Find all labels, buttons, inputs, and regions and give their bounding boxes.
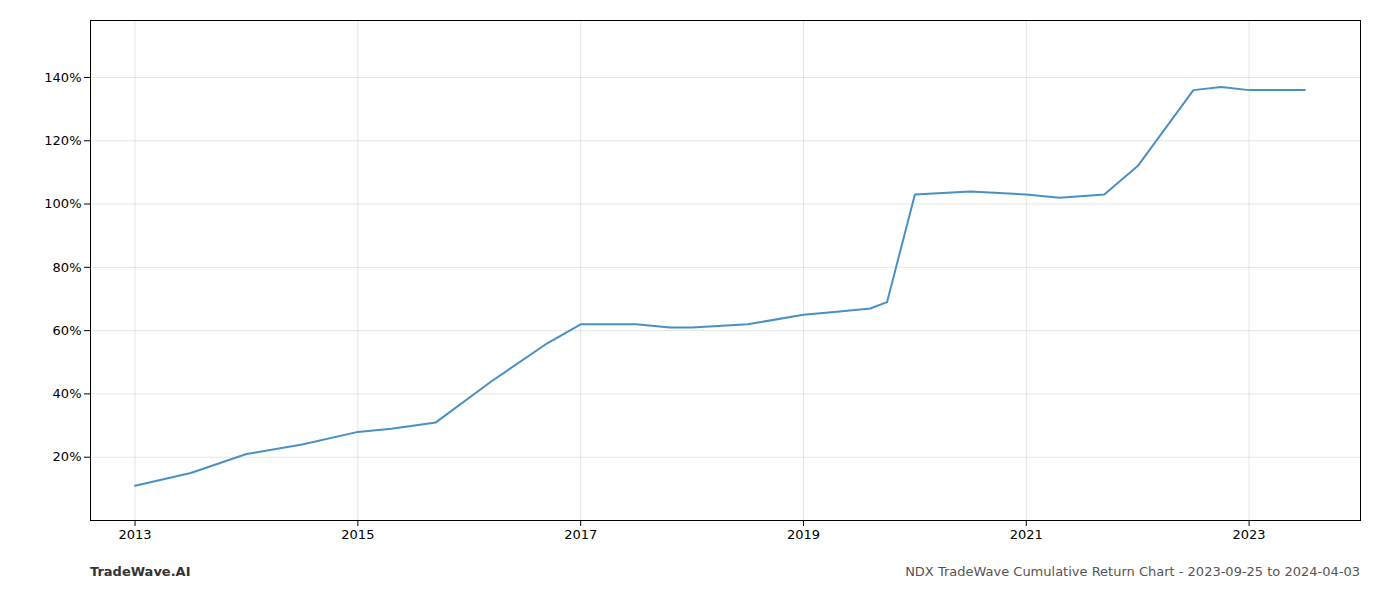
svg-text:120%: 120%	[44, 133, 81, 148]
svg-text:2015: 2015	[341, 527, 374, 542]
svg-text:80%: 80%	[53, 259, 82, 274]
svg-text:2013: 2013	[119, 527, 152, 542]
svg-text:20%: 20%	[53, 449, 82, 464]
svg-text:2019: 2019	[787, 527, 820, 542]
html-text:TradeWave.AI: TradeWave.AI	[90, 564, 191, 579]
svg-text:60%: 60%	[53, 323, 82, 338]
svg-text:2021: 2021	[1010, 527, 1043, 542]
svg-text:40%: 40%	[53, 386, 82, 401]
svg-text:100%: 100%	[44, 196, 81, 211]
svg-text:2023: 2023	[1233, 527, 1266, 542]
html-text:NDX TradeWave Cumulative Retur: NDX TradeWave Cumulative Return Chart - …	[905, 564, 1360, 579]
svg-text:140%: 140%	[44, 70, 81, 85]
svg-text:2017: 2017	[564, 527, 597, 542]
